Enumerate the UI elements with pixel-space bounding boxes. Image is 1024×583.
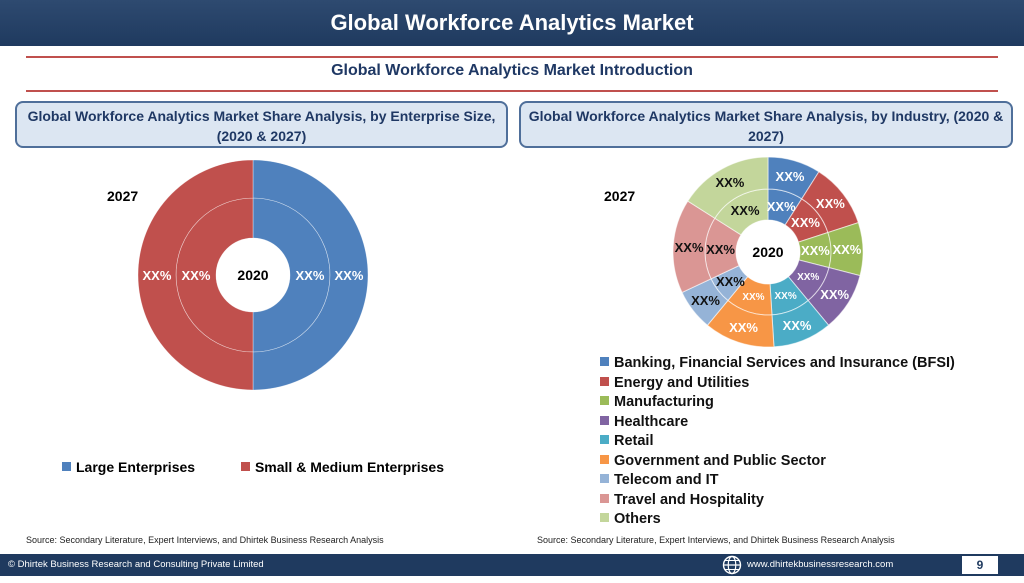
- section-subtitle: Global Workforce Analytics Market Introd…: [331, 62, 693, 79]
- legend-label: Others: [614, 511, 661, 527]
- industry-2027-label-7: XX%: [674, 239, 704, 255]
- right-panel-heading: Global Workforce Analytics Market Share …: [519, 101, 1013, 148]
- enterprise-2027-slice-1: [137, 159, 254, 391]
- enterprise-2020-label-0: XX%: [295, 267, 325, 283]
- legend-label: Telecom and IT: [614, 472, 719, 488]
- legend-label: Retail: [614, 433, 654, 449]
- right-outer-year: 2027: [604, 188, 636, 204]
- legend-item: Government and Public Sector: [600, 452, 955, 472]
- legend-swatch: [600, 396, 609, 405]
- page-number: 9: [962, 556, 998, 574]
- industry-2020-label-2: XX%: [800, 243, 830, 258]
- legend-label: Manufacturing: [614, 394, 714, 410]
- legend-swatch: [600, 357, 609, 366]
- industry-2027-label-5: XX%: [729, 319, 758, 335]
- legend-swatch: [600, 493, 609, 503]
- industry-2020-label-6: XX%: [715, 273, 745, 289]
- industry-2020-label-8: XX%: [730, 202, 760, 218]
- legend-swatch: [600, 513, 609, 522]
- enterprise-center-year: 2020: [237, 267, 268, 283]
- slide-title: Global Workforce Analytics Market: [0, 0, 1024, 46]
- globe-icon: [722, 554, 742, 583]
- industry-2020-label-4: XX%: [774, 290, 797, 302]
- enterprise-2027-label-0: XX%: [334, 267, 364, 283]
- legend-item: Telecom and IT: [600, 471, 955, 491]
- legend-item: Retail: [600, 432, 955, 452]
- legend-item: Manufacturing: [600, 393, 955, 413]
- right-legend: Banking, Financial Services and Insuranc…: [600, 354, 955, 530]
- legend-swatch: [62, 462, 71, 471]
- legend-label: Banking, Financial Services and Insuranc…: [614, 355, 955, 371]
- bottom-divider: [26, 90, 998, 92]
- industry-2027-label-1: XX%: [815, 196, 845, 212]
- enterprise-2027-label-1: XX%: [142, 267, 172, 283]
- legend-item: Others: [600, 510, 955, 530]
- industry-2027-label-6: XX%: [691, 292, 720, 308]
- legend-swatch: [600, 435, 609, 444]
- right-source-note: Source: Secondary Literature, Expert Int…: [537, 535, 895, 545]
- industry-center-year: 2020: [752, 244, 783, 260]
- legend-label: Energy and Utilities: [614, 374, 750, 391]
- industry-2027-label-0: XX%: [775, 168, 805, 184]
- legend-item: Energy and Utilities: [600, 374, 955, 394]
- legend-item-large-enterprises: Large Enterprises: [62, 459, 195, 475]
- footer-bar: © Dhirtek Business Research and Consulti…: [0, 554, 1024, 576]
- copyright-text: © Dhirtek Business Research and Consulti…: [8, 559, 264, 570]
- legend-swatch: [600, 454, 609, 464]
- industry-2020-label-0: XX%: [766, 198, 796, 214]
- industry-2027-label-2: XX%: [832, 242, 862, 258]
- industry-2020-label-7: XX%: [706, 241, 735, 257]
- legend-item: Banking, Financial Services and Insuranc…: [600, 354, 955, 374]
- industry-2027-label-8: XX%: [715, 175, 745, 191]
- industry-2027-label-3: XX%: [820, 286, 850, 302]
- industry-2020-label-3: XX%: [797, 271, 820, 283]
- legend-label: Large Enterprises: [76, 459, 196, 475]
- website-link[interactable]: www.dhirtekbusinessresearch.com: [747, 559, 894, 570]
- left-panel-heading: Global Workforce Analytics Market Share …: [15, 101, 508, 148]
- left-source-note: Source: Secondary Literature, Expert Int…: [26, 535, 384, 545]
- left-legend: Large Enterprises Small & Medium Enterpr…: [62, 459, 486, 475]
- legend-item: Travel and Hospitality: [600, 491, 955, 511]
- legend-label: Travel and Hospitality: [614, 491, 764, 508]
- legend-swatch: [240, 462, 250, 471]
- industry-2027-slice-8: [687, 156, 769, 219]
- legend-label: Healthcare: [614, 413, 689, 430]
- enterprise-2020-label-1: XX%: [181, 267, 211, 283]
- legend-swatch: [600, 474, 609, 483]
- left-outer-year: 2027: [107, 188, 139, 204]
- legend-item-sme: Small & Medium Enterprises: [240, 459, 445, 475]
- legend-swatch: [600, 415, 609, 425]
- legend-item: Healthcare: [600, 413, 955, 433]
- industry-2020-label-5: XX%: [742, 291, 765, 303]
- enterprise-2027-slice-0: [252, 159, 369, 391]
- legend-swatch: [600, 376, 609, 386]
- industry-center-hole: [736, 220, 800, 284]
- legend-label: Government and Public Sector: [614, 452, 826, 469]
- legend-label: Small & Medium Enterprises: [254, 459, 445, 475]
- enterprise-center-hole: [216, 238, 290, 312]
- industry-2027-label-4: XX%: [782, 317, 812, 333]
- industry-2020-label-1: XX%: [791, 215, 820, 231]
- top-divider: [26, 56, 998, 58]
